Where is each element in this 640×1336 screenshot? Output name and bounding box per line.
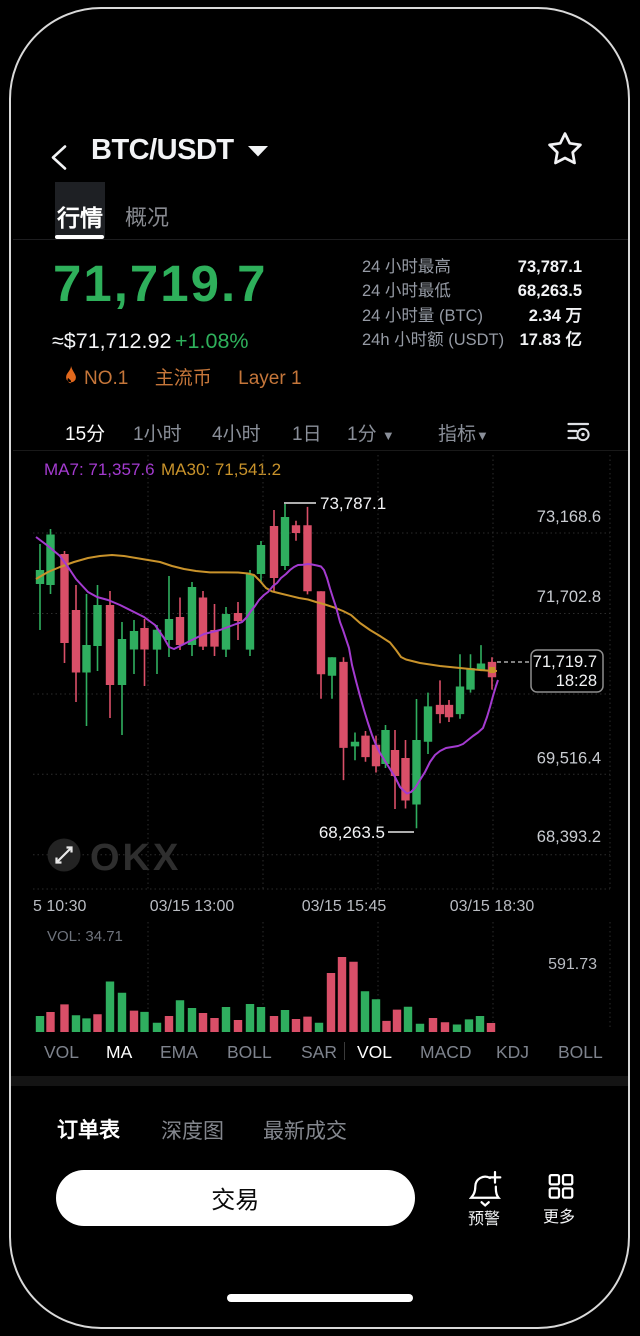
svg-text:73,787.1: 73,787.1: [320, 494, 386, 513]
svg-text:71,719.7: 71,719.7: [533, 653, 597, 671]
svg-text:VOL: 34.71: VOL: 34.71: [47, 928, 123, 945]
svg-text:03/15 13:00: 03/15 13:00: [150, 898, 235, 915]
svg-text:03/15 18:30: 03/15 18:30: [450, 898, 535, 915]
svg-text:68,393.2: 68,393.2: [537, 828, 601, 846]
svg-text:18:28: 18:28: [556, 672, 597, 690]
svg-text:03/15 15:45: 03/15 15:45: [302, 898, 387, 915]
svg-text:69,516.4: 69,516.4: [537, 750, 601, 768]
svg-text:68,263.5: 68,263.5: [319, 823, 385, 842]
svg-text:5 10:30: 5 10:30: [33, 898, 86, 915]
svg-text:591.73: 591.73: [548, 956, 597, 973]
svg-text:71,702.8: 71,702.8: [537, 588, 601, 606]
svg-text:73,168.6: 73,168.6: [537, 508, 601, 526]
svg-text:OKX: OKX: [90, 837, 181, 879]
